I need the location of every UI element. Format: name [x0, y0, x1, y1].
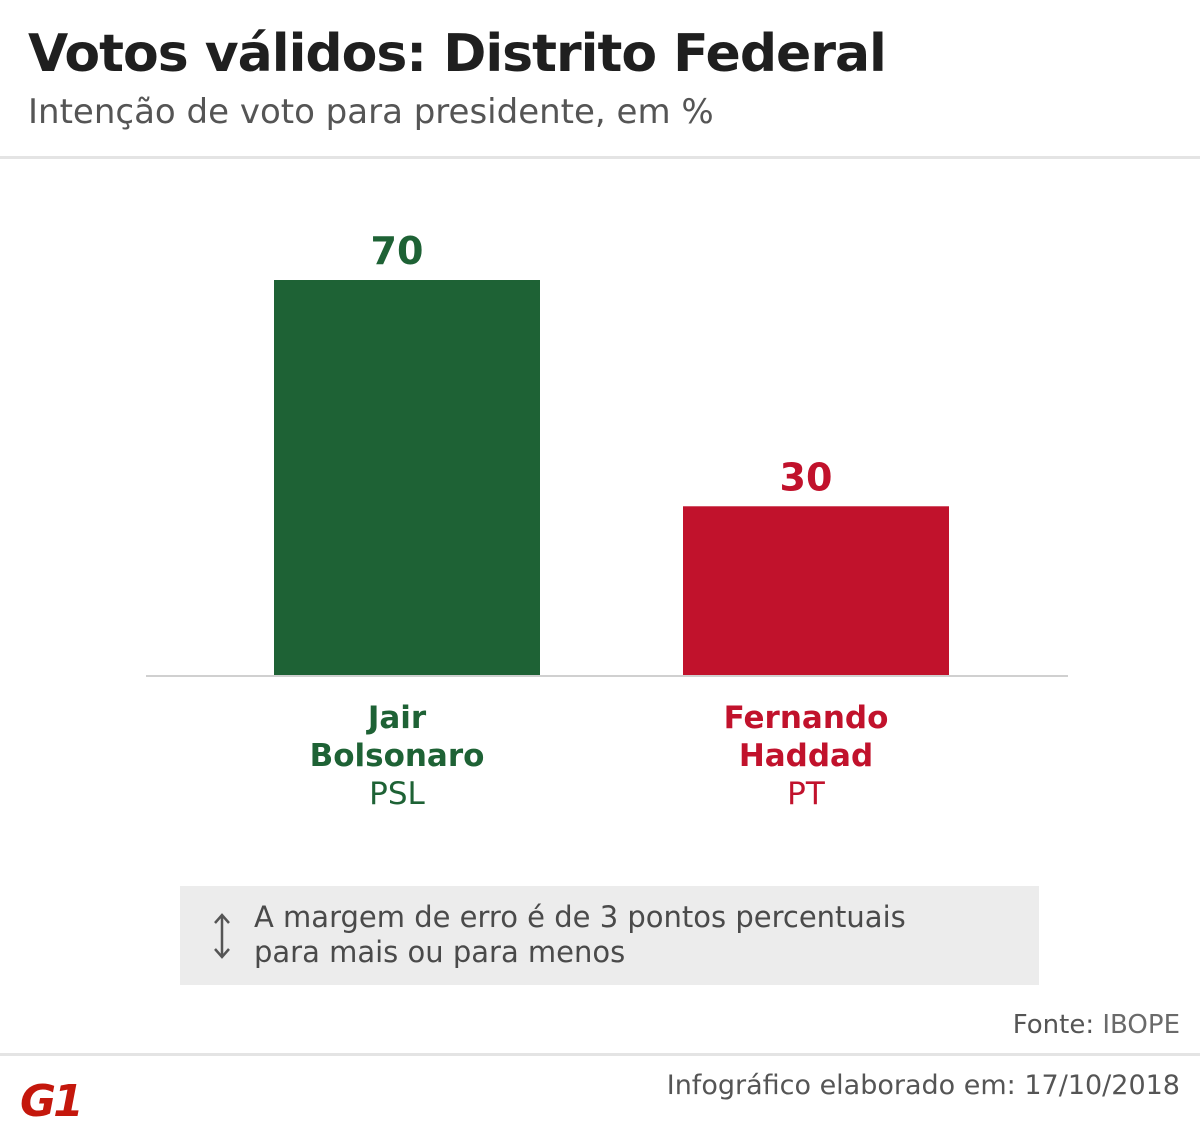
category-party-label: PSL	[369, 776, 425, 812]
source-label: Fonte:	[1012, 1010, 1095, 1040]
footer-divider	[0, 1053, 1200, 1056]
chart-title: Votos válidos: Distrito Federal	[28, 24, 887, 84]
category-name-line: Fernando	[724, 700, 889, 736]
footer-date: Infográfico elaborado em: 17/10/2018	[666, 1070, 1180, 1101]
bar-value-label: 70	[371, 229, 424, 273]
chart-subtitle: Intenção de voto para presidente, em %	[28, 92, 714, 132]
g1-logo: G1	[20, 1076, 84, 1127]
note-line: A margem de erro é de 3 pontos percentua…	[254, 900, 906, 934]
category-name-line: Haddad	[739, 738, 873, 774]
header-divider	[0, 156, 1200, 159]
category-party-label: PT	[787, 776, 826, 812]
source-credit: Fonte: IBOPE	[1013, 1010, 1180, 1040]
bar-1	[274, 280, 540, 676]
category-name-line: Jair	[366, 700, 427, 736]
bar-2	[683, 506, 949, 676]
up-down-arrow-icon	[214, 913, 230, 959]
category-name-line: Bolsonaro	[310, 738, 485, 774]
note-line: para mais ou para menos	[254, 935, 626, 969]
source-value: IBOPE	[1102, 1010, 1180, 1040]
bar-value-label: 30	[780, 455, 833, 499]
margin-of-error-note: A margem de erro é de 3 pontos percentua…	[180, 886, 1039, 985]
note-text: A margem de erro é de 3 pontos percentua…	[254, 900, 1024, 970]
